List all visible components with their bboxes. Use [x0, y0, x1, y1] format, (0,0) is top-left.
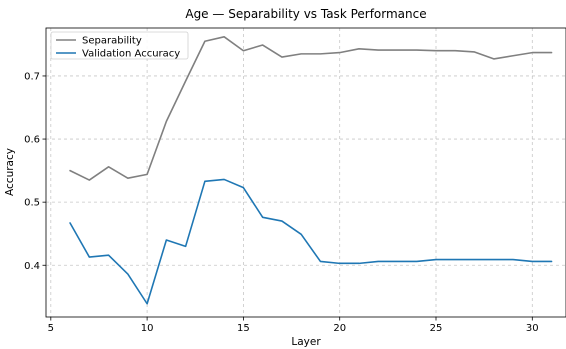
y-tick-label: 0.6	[24, 135, 40, 146]
grid-lines	[46, 28, 566, 317]
y-tick-label: 0.4	[24, 261, 40, 272]
x-tick-label: 15	[237, 323, 250, 334]
x-tick-label: 30	[526, 323, 539, 334]
y-axis: 0.4 0.5 0.6 0.7	[24, 71, 46, 271]
x-axis: 5 10 15 20 25 30	[48, 317, 539, 334]
series-group	[70, 37, 551, 304]
x-tick-label: 20	[333, 323, 346, 334]
x-axis-label: Layer	[291, 336, 321, 348]
x-tick-label: 25	[430, 323, 443, 334]
plot-frame	[46, 28, 566, 317]
x-tick-label: 5	[48, 323, 54, 334]
y-tick-label: 0.5	[24, 198, 40, 209]
y-axis-label: Accuracy	[4, 148, 16, 196]
y-tick-label: 0.7	[24, 71, 40, 82]
chart-title: Age — Separability vs Task Performance	[185, 7, 426, 21]
legend: Separability Validation Accuracy	[51, 32, 188, 60]
legend-label: Separability	[82, 36, 142, 47]
series-line-validation-accuracy	[70, 179, 551, 303]
x-tick-label: 10	[141, 323, 154, 334]
legend-label: Validation Accuracy	[82, 49, 180, 60]
